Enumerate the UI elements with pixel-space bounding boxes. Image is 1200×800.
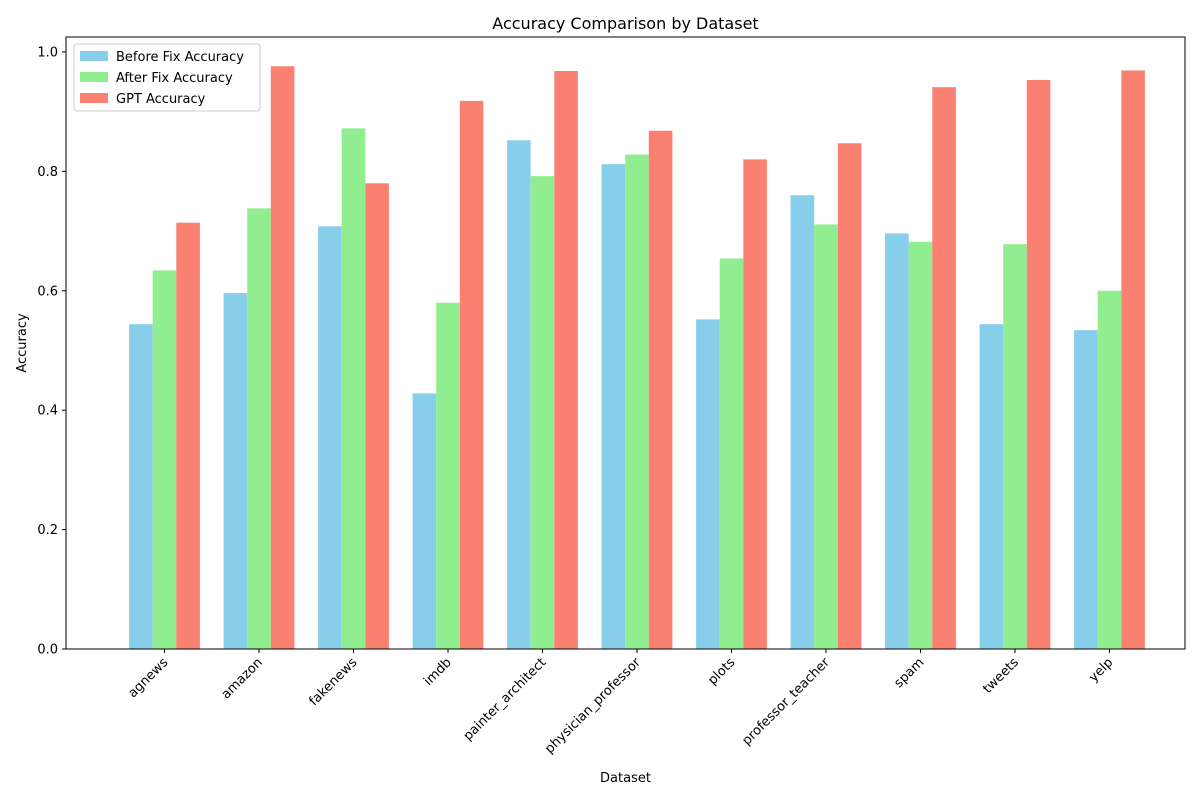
x-axis-title: Dataset [600, 771, 651, 786]
bar-gpt-accuracy-fakenews [365, 183, 389, 649]
bar-after-fix-accuracy-professor_teacher [814, 224, 838, 650]
y-axis-title: Accuracy [15, 313, 30, 373]
bar-before-fix-accuracy-physician_professor [601, 164, 626, 649]
bar-after-fix-accuracy-agnews [152, 270, 177, 649]
bar-before-fix-accuracy-imdb [412, 393, 437, 649]
bar-before-fix-accuracy-professor_teacher [790, 195, 815, 649]
x-tick-label-painter_architect: painter_architect [461, 655, 550, 744]
y-axis: 0.0 0.2 0.4 0.6 0.8 1.0 [37, 45, 66, 658]
bar-before-fix-accuracy-spam [885, 233, 909, 649]
x-axis: agnews amazon fakenews imdb painter_architec… [125, 649, 1116, 757]
y-tick-label: 0.6 [37, 284, 58, 299]
bar-gpt-accuracy-agnews [176, 222, 200, 649]
bar-gpt-accuracy-spam [932, 87, 956, 649]
legend-label: GPT Accuracy [116, 92, 206, 107]
bars-group [129, 66, 1145, 650]
x-tick-label-yelp: yelp [1086, 655, 1116, 685]
legend-label: After Fix Accuracy [116, 71, 233, 86]
x-tick-label-professor_teacher: professor_teacher [740, 655, 834, 749]
bar-before-fix-accuracy-amazon [223, 293, 248, 649]
x-tick-label-tweets: tweets [980, 655, 1022, 697]
bar-after-fix-accuracy-amazon [247, 208, 271, 650]
bar-gpt-accuracy-professor_teacher [837, 143, 862, 649]
y-tick-label: 0.8 [37, 165, 58, 180]
legend: Before Fix Accuracy After Fix Accuracy GPT… [73, 43, 261, 112]
bar-after-fix-accuracy-plots [719, 258, 744, 649]
legend-label: Before Fix Accuracy [116, 50, 244, 65]
legend-swatch-after-fix-accuracy [80, 72, 108, 82]
bar-after-fix-accuracy-tweets [1003, 244, 1027, 649]
x-tick-label-fakenews: fakenews [306, 655, 360, 709]
bar-before-fix-accuracy-plots [696, 319, 720, 649]
bar-before-fix-accuracy-fakenews [318, 226, 342, 649]
bar-gpt-accuracy-yelp [1121, 70, 1145, 649]
x-tick-label-spam: spam [892, 655, 928, 691]
bar-before-fix-accuracy-painter_architect [507, 140, 531, 650]
plot-frame [65, 36, 1186, 650]
x-tick-label-agnews: agnews [125, 655, 171, 701]
y-tick-label: 0.2 [37, 523, 58, 538]
legend-swatch-before-fix-accuracy [80, 51, 108, 61]
legend-box [73, 43, 261, 112]
bar-after-fix-accuracy-spam [908, 241, 933, 650]
x-tick-label-physician_professor: physician_professor [542, 655, 644, 757]
bar-gpt-accuracy-physician_professor [648, 130, 673, 650]
bar-after-fix-accuracy-fakenews [341, 128, 366, 650]
bar-after-fix-accuracy-imdb [436, 302, 460, 649]
legend-swatch-gpt-accuracy [80, 93, 108, 103]
bar-after-fix-accuracy-painter_architect [530, 176, 555, 649]
bar-before-fix-accuracy-agnews [129, 324, 153, 649]
bar-gpt-accuracy-imdb [459, 100, 484, 649]
x-tick-label-imdb: imdb [421, 655, 455, 689]
bar-before-fix-accuracy-yelp [1074, 330, 1098, 649]
chart-title: Accuracy Comparison by Dataset [492, 14, 758, 33]
bar-gpt-accuracy-painter_architect [554, 71, 578, 649]
x-tick-label-plots: plots [705, 655, 738, 688]
bar-gpt-accuracy-plots [743, 159, 767, 649]
bar-after-fix-accuracy-yelp [1097, 290, 1122, 649]
y-tick-label: 0.4 [37, 404, 58, 419]
bar-gpt-accuracy-amazon [270, 66, 295, 649]
bar-gpt-accuracy-tweets [1026, 79, 1051, 650]
bar-before-fix-accuracy-tweets [979, 324, 1004, 649]
y-tick-label: 0.0 [37, 643, 58, 658]
x-tick-label-amazon: amazon [219, 655, 266, 702]
y-tick-label: 1.0 [37, 45, 58, 60]
bar-after-fix-accuracy-physician_professor [625, 154, 649, 649]
